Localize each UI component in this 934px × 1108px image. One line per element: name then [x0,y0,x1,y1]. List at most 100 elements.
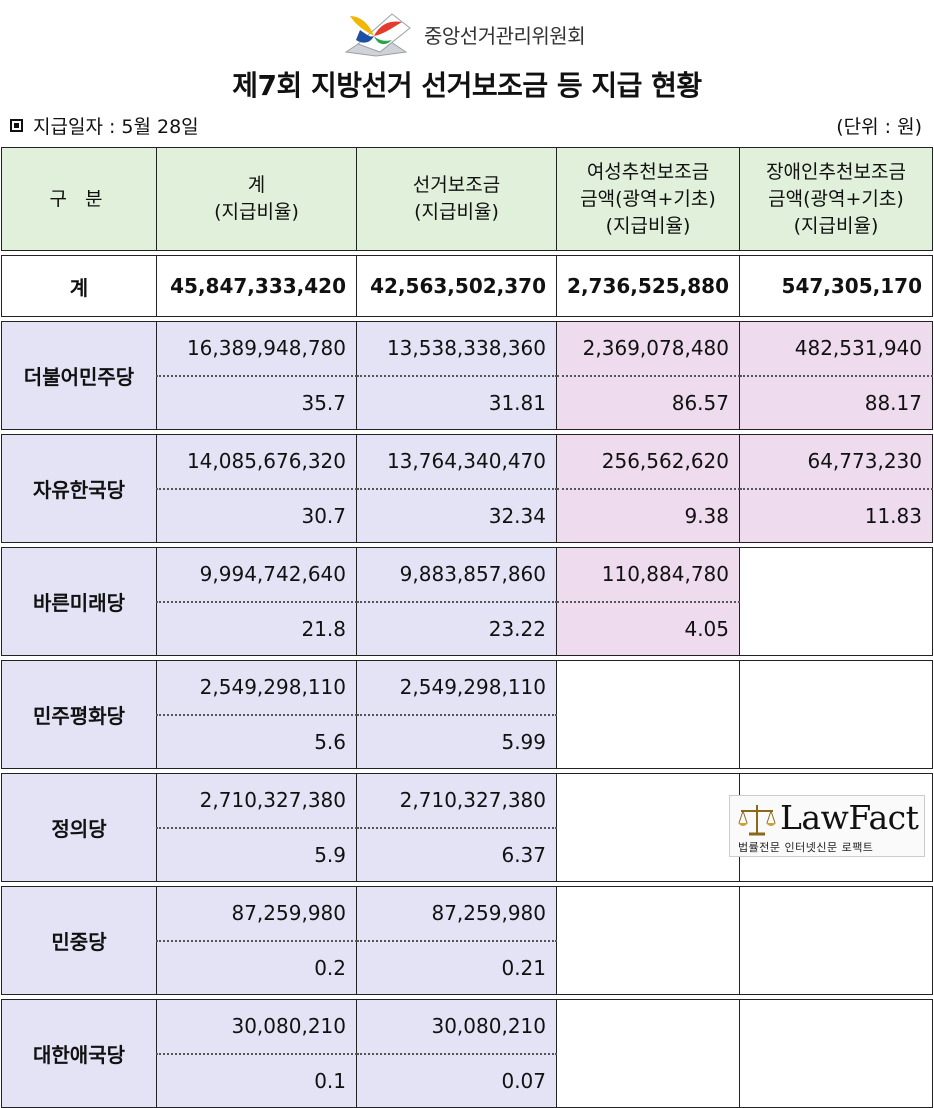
totals-subsidy: 42,563,502,370 [356,255,557,317]
women-empty [556,660,740,769]
col-header-subsidy: 선거보조금 (지급비율) [356,147,557,251]
total-amount: 30,080,210 [156,999,357,1055]
pay-date-text: 지급일자 : 5월 28일 [33,116,199,138]
party-amount-row: 더불어민주당 16,389,948,780 13,538,338,360 2,369,… [1,321,933,430]
subsidy-amount: 87,259,980 [356,886,557,942]
subsidy-amount: 30,080,210 [356,999,557,1055]
party-ratio-row: 5.6 5.99 [2,714,933,769]
party-rows: 더불어민주당 16,389,948,780 13,538,338,360 2,369,… [1,316,933,1108]
totals-total: 45,847,333,420 [156,255,357,317]
party-amount-row: 바른미래당 9,994,742,640 9,883,857,860 110,884,7… [1,547,933,656]
col-header-disabled-line3: (지급비율) [793,214,879,237]
disabled-amount: 482,531,940 [739,321,933,377]
col-header-disabled-line2: 금액(광역+기초) [768,187,904,210]
party-ratio-row: 30.7 32.34 9.38 11.83 [2,488,933,543]
women-amount: 110,884,780 [556,547,740,603]
subsidy-ratio: 0.07 [356,1053,557,1108]
org-name: 중앙선거관리위원회 [424,24,586,48]
total-ratio: 5.9 [156,827,357,882]
subsidy-ratio: 0.21 [356,940,557,995]
subsidy-amount: 13,764,340,470 [356,434,557,490]
women-empty [556,773,740,882]
total-amount: 2,710,327,380 [156,773,357,829]
col-header-subsidy-line2: (지급비율) [414,201,499,223]
total-amount: 14,085,676,320 [156,434,357,490]
total-amount: 2,549,298,110 [156,660,357,716]
party-amount-row: 자유한국당 14,085,676,320 13,764,340,470 256,562… [1,434,933,543]
disabled-empty [739,999,933,1108]
total-ratio: 0.2 [156,940,357,995]
col-header-total: 계 (지급비율) [156,147,357,251]
party-amount-row: 민중당 87,259,980 87,259,980 [1,886,933,995]
total-amount: 9,994,742,640 [156,547,357,603]
party-ratio-row: 35.7 31.81 86.57 88.17 [2,375,933,430]
disabled-ratio: 88.17 [739,375,933,430]
col-header-total-line1: 계 [247,174,266,196]
subsidy-ratio: 32.34 [356,488,557,543]
subsidy-amount: 9,883,857,860 [356,547,557,603]
col-header-subsidy-line1: 선거보조금 [412,174,501,196]
subsidy-amount: 2,549,298,110 [356,660,557,716]
total-ratio: 21.8 [156,601,357,656]
watermark-brand: LawFact [780,798,919,837]
unit-label: (단위 : 원) [836,116,922,138]
party-amount-row: 정의당 2,710,327,380 2,710,327,380 [1,773,933,882]
watermark-tagline: 법률전문 인터넷신문 로팩트 [738,841,874,854]
page-title: 제7회 지방선거 선거보조금 등 지급 현황 [232,69,702,102]
col-header-women-line1: 여성추천보조금 [586,160,710,183]
total-ratio: 30.7 [156,488,357,543]
total-amount: 16,389,948,780 [156,321,357,377]
ballot-bird-icon [344,13,411,57]
party-name: 더불어민주당 [1,321,157,430]
party-ratio-row: 5.9 6.37 [2,827,933,882]
disabled-empty [739,660,933,769]
total-ratio: 0.1 [156,1053,357,1108]
totals-women: 2,736,525,880 [556,255,740,317]
disabled-empty [739,547,933,656]
disabled-amount: 64,773,230 [739,434,933,490]
subsidy-amount: 2,710,327,380 [356,773,557,829]
subsidy-ratio: 5.99 [356,714,557,769]
party-name: 바른미래당 [1,547,157,656]
women-ratio: 9.38 [556,488,740,543]
party-name: 민주평화당 [1,660,157,769]
party-amount-row: 대한애국당 30,080,210 30,080,210 [1,999,933,1108]
total-ratio: 5.6 [156,714,357,769]
col-header-label: 구 분 [1,147,157,251]
scales-of-justice-icon [738,805,776,836]
women-ratio: 86.57 [556,375,740,430]
party-name: 정의당 [1,773,157,882]
subsidy-ratio: 31.81 [356,375,557,430]
subsidy-ratio: 6.37 [356,827,557,882]
women-empty [556,886,740,995]
col-header-women-line3: (지급비율) [605,214,691,237]
col-header-disabled-line1: 장애인추천보조금 [766,160,906,183]
totals-row: 계 45,847,333,420 42,563,502,370 2,736,52… [1,255,933,317]
col-header-total-line2: (지급비율) [214,201,299,223]
totals-label: 계 [1,255,157,317]
subsidy-ratio: 23.22 [356,601,557,656]
women-empty [556,999,740,1108]
nec-logo: 중앙선거관리위원회 [340,6,640,58]
square-bullet-icon [10,119,23,132]
party-ratio-row: 21.8 23.22 4.05 [2,601,933,656]
total-amount: 87,259,980 [156,886,357,942]
col-header-women-line2: 금액(광역+기초) [580,187,716,210]
lawfact-watermark: LawFact 법률전문 인터넷신문 로팩트 [729,795,925,857]
subsidy-amount: 13,538,338,360 [356,321,557,377]
party-name: 자유한국당 [1,434,157,543]
women-amount: 2,369,078,480 [556,321,740,377]
party-name: 민중당 [1,886,157,995]
disabled-ratio: 11.83 [739,488,933,543]
women-ratio: 4.05 [556,601,740,656]
total-ratio: 35.7 [156,375,357,430]
party-name: 대한애국당 [1,999,157,1108]
disabled-empty [739,886,933,995]
totals-disabled: 547,305,170 [739,255,933,317]
party-amount-row: 민주평화당 2,549,298,110 2,549,298,110 [1,660,933,769]
pay-date: 지급일자 : 5월 28일 [10,112,199,139]
